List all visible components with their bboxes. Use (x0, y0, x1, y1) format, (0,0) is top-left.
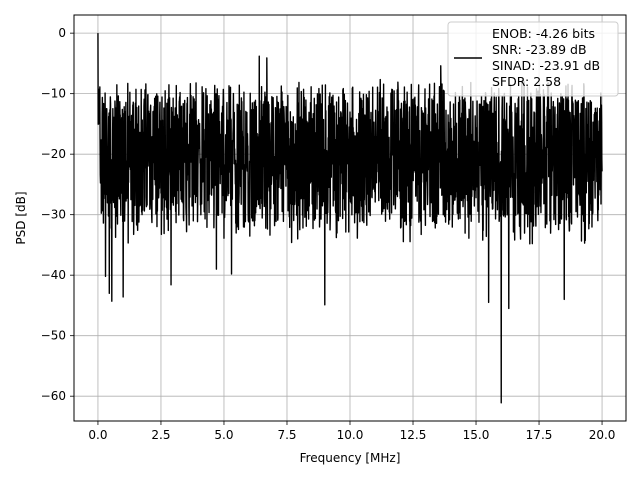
legend-entry-sinad: SINAD: -23.91 dB (492, 58, 600, 73)
axes-ticks: 0.0 2.5 5.0 7.5 10.0 12.5 15.0 17.5 20.0 0 −10 −20 −… (41, 26, 616, 442)
y-tick-label: −40 (41, 268, 66, 282)
x-tick-label: 20.0 (589, 428, 616, 442)
x-tick-label: 17.5 (526, 428, 553, 442)
legend-entry-sfdr: SFDR: 2.58 (492, 74, 561, 89)
x-tick-label: 10.0 (337, 428, 364, 442)
y-tick-label: −20 (41, 147, 66, 161)
x-tick-label: 7.5 (277, 428, 296, 442)
psd-series-line (97, 33, 603, 404)
y-axis-label: PSD [dB] (14, 191, 28, 244)
x-tick-label: 2.5 (151, 428, 170, 442)
x-tick-label: 5.0 (214, 428, 233, 442)
y-tick-label: −50 (41, 329, 66, 343)
x-tick-label: 0.0 (88, 428, 107, 442)
plot-area (97, 33, 603, 404)
legend-box (447, 21, 619, 97)
x-axis-label: Frequency [MHz] (300, 451, 401, 465)
legend: ENOB: -4.26 bits SNR: -23.89 dB SINAD: -… (447, 21, 619, 97)
y-tick-label: −30 (41, 208, 66, 222)
y-tick-label: −60 (41, 389, 66, 403)
y-tick-label: −10 (41, 87, 66, 101)
legend-entry-snr: SNR: -23.89 dB (492, 42, 587, 57)
x-tick-label: 15.0 (463, 428, 490, 442)
legend-entry-enob: ENOB: -4.26 bits (492, 26, 595, 41)
x-tick-label: 12.5 (400, 428, 427, 442)
y-tick-label: 0 (58, 26, 66, 40)
